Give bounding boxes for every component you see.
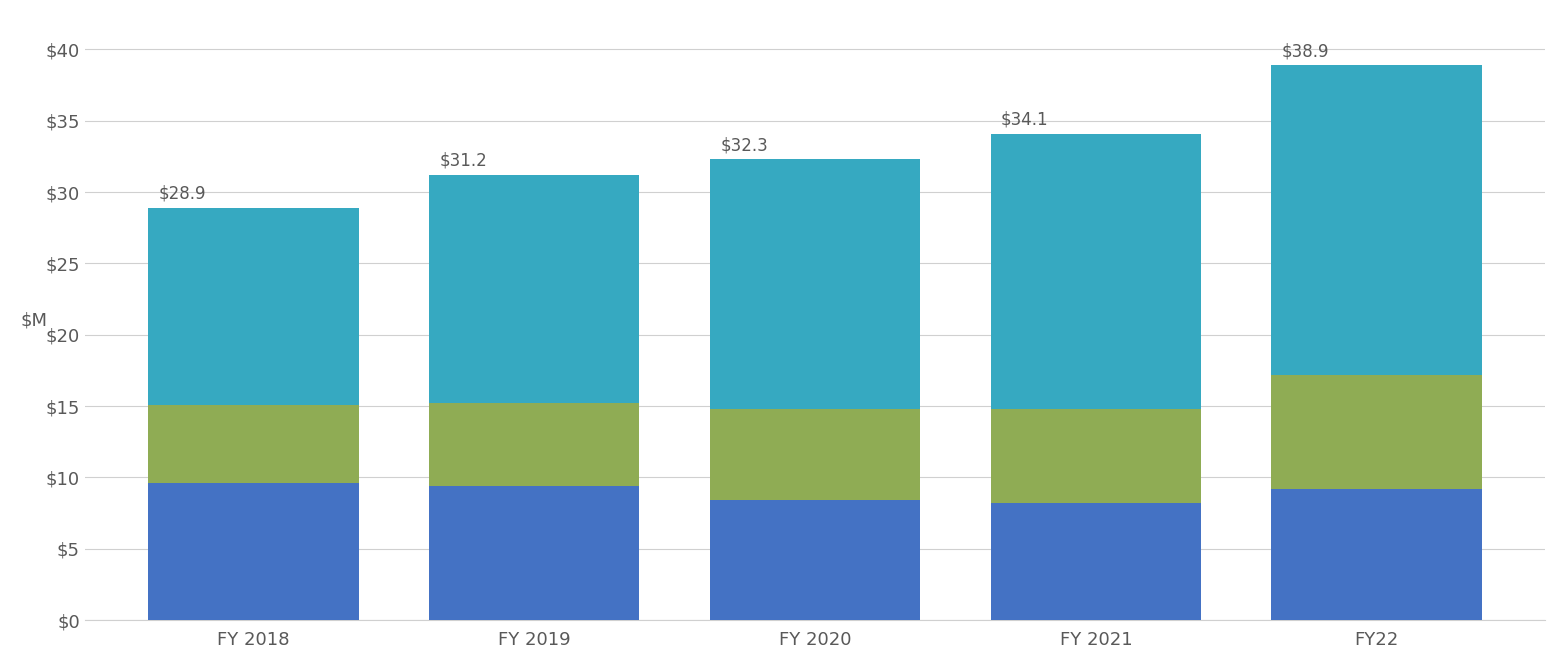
Bar — [1272, 65, 1481, 375]
Text: $28.9: $28.9 — [158, 185, 207, 203]
Text: $32.3: $32.3 — [720, 136, 767, 154]
Bar — [1272, 375, 1481, 489]
Bar — [149, 208, 359, 405]
Bar — [429, 175, 639, 403]
Bar — [149, 483, 359, 620]
Bar — [709, 409, 921, 500]
Bar — [991, 409, 1201, 503]
Bar — [149, 405, 359, 483]
Text: $38.9: $38.9 — [1283, 42, 1330, 60]
Bar — [1272, 489, 1481, 620]
Bar — [429, 403, 639, 486]
Text: $31.2: $31.2 — [440, 152, 487, 170]
Bar — [709, 159, 921, 409]
Bar — [991, 503, 1201, 620]
Bar — [429, 486, 639, 620]
Y-axis label: $M: $M — [20, 312, 49, 330]
Bar — [991, 133, 1201, 409]
Text: $34.1: $34.1 — [1001, 111, 1049, 129]
Bar — [709, 500, 921, 620]
